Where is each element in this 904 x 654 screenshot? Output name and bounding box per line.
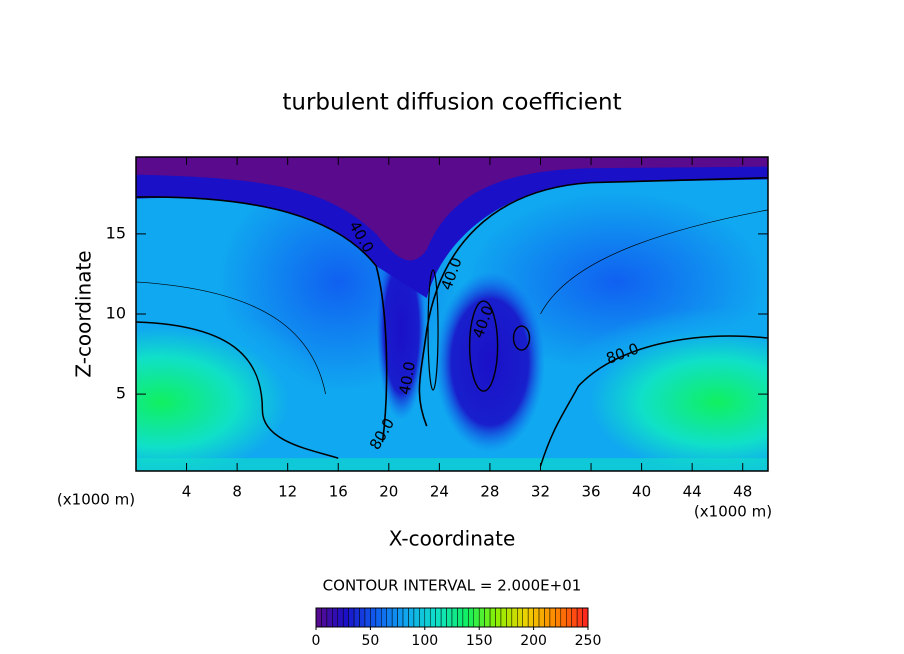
colorbar-cell: [342, 607, 349, 628]
contour-line: [468, 300, 499, 392]
colorbar-cell: [522, 607, 529, 628]
x-tick-label: 32: [531, 483, 550, 501]
field: [136, 157, 768, 471]
colorbar-cell: [402, 607, 409, 628]
x-tick-label: 4: [182, 483, 192, 501]
colorbar-cell: [468, 607, 475, 628]
x-tick-label: 16: [329, 483, 348, 501]
x-axis-label: X-coordinate: [389, 527, 516, 551]
x-tick-label: 48: [733, 483, 752, 501]
contour-line: [539, 335, 768, 467]
x-unit-label: (x1000 m): [57, 491, 135, 509]
colorbar-cell: [582, 607, 589, 628]
colorbar-cell: [332, 607, 339, 628]
colorbar-cell: [506, 607, 513, 628]
colorbar-cell: [321, 607, 328, 628]
colorbar-cell: [462, 607, 469, 628]
colorbar-cell: [424, 607, 431, 628]
colorbar-cell: [473, 607, 480, 628]
x-tick-label: 40: [632, 483, 651, 501]
field-region: [136, 161, 768, 298]
colorbar-cell: [527, 607, 534, 628]
contour-line: [540, 209, 768, 315]
colorbar-cell: [348, 607, 355, 628]
x-tick-label: 12: [278, 483, 297, 501]
x-tick-label: 20: [379, 483, 398, 501]
y-tick-label: 15: [106, 223, 126, 242]
field-region: [136, 302, 332, 471]
contour-line: [418, 177, 768, 427]
colorbar-cell: [538, 607, 545, 628]
x-unit-label: (x1000 m): [694, 503, 772, 521]
colorbar-cell: [413, 607, 420, 628]
field-region: [136, 157, 768, 261]
colorbar-tick-label: 150: [466, 633, 493, 649]
colorbar-tick-label: 50: [361, 633, 379, 649]
contour-line: [136, 321, 339, 459]
colorbar-cell: [370, 607, 377, 628]
x-tick-label: 44: [683, 483, 702, 501]
colorbar-cell: [500, 607, 507, 628]
colorbar-cell: [489, 607, 496, 628]
contour-line: [512, 325, 531, 351]
colorbar-cell: [576, 607, 583, 628]
colorbar-cell: [440, 607, 447, 628]
colorbar-cell: [495, 607, 502, 628]
colorbar-cell: [517, 607, 523, 628]
y-tick-label: 5: [116, 384, 126, 403]
colorbar-cell: [359, 607, 366, 628]
x-tick-label: 36: [581, 483, 600, 501]
colorbar-cell: [337, 607, 344, 628]
colorbar-cell: [544, 607, 551, 628]
colorbar-cell: [391, 607, 398, 628]
x-tick-label: 28: [480, 483, 499, 501]
colorbar-cell: [326, 607, 333, 628]
colorbar-tick-label: 200: [520, 633, 547, 649]
colorbar-cell: [397, 607, 404, 628]
colorbar-cell: [364, 607, 371, 628]
colorbar-cell: [419, 607, 426, 628]
colorbar-cell: [511, 607, 518, 628]
contour-line: [427, 269, 439, 391]
contour-interval: CONTOUR INTERVAL = 2.000E+01: [323, 577, 582, 595]
colorbar-cell: [386, 607, 393, 628]
colorbar-cell: [571, 607, 578, 628]
colorbar-cell: [451, 607, 458, 628]
colorbar-tick-label: 0: [312, 633, 321, 649]
field-region: [136, 458, 768, 471]
chart-title: turbulent diffusion coefficient: [282, 90, 621, 116]
colorbar-tick-label: 250: [575, 633, 602, 649]
colorbar-cell: [560, 607, 567, 628]
colorbar-cell: [315, 607, 322, 628]
colorbar-cell: [484, 607, 491, 628]
contour-label: 40.0: [396, 360, 420, 396]
field-region: [434, 272, 545, 453]
colorbar-cell: [533, 607, 540, 628]
y-axis-label: Z-coordinate: [72, 250, 96, 377]
colorbar-cell: [478, 607, 485, 628]
field-region: [547, 307, 768, 471]
colorbar-cell: [549, 607, 556, 628]
contour-line: [136, 281, 326, 395]
colorbar-cell: [353, 607, 360, 628]
colorbar-cell: [457, 607, 464, 628]
contour-line: [136, 196, 388, 443]
colorbar-cell: [408, 607, 415, 628]
colorbar-cell: [435, 607, 442, 628]
colorbar-cell: [565, 607, 572, 628]
colorbar-cell: [429, 607, 436, 628]
y-tick-label: 10: [106, 304, 126, 323]
colorbar-cell: [375, 607, 382, 628]
colorbar-cell: [381, 607, 387, 628]
x-tick-label: 24: [430, 483, 449, 501]
x-tick-label: 8: [232, 483, 242, 501]
colorbar-cell: [446, 607, 453, 628]
colorbar-tick-label: 100: [411, 633, 438, 649]
colorbar-frame: [315, 607, 589, 628]
colorbar-cell: [555, 607, 562, 628]
